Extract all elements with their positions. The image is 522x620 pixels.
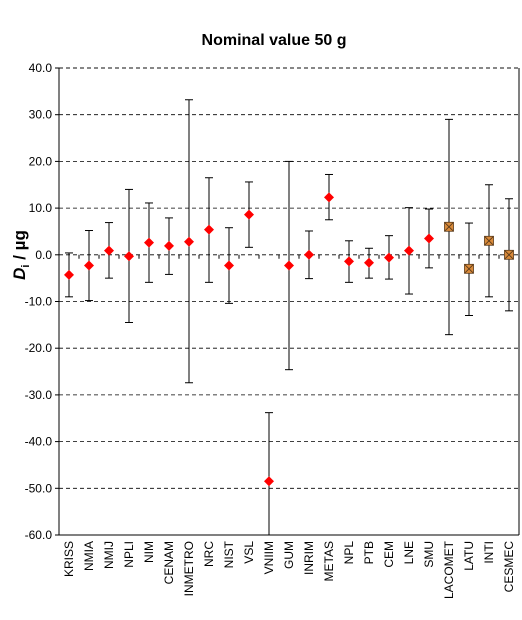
marker-cross xyxy=(504,249,514,260)
data-point xyxy=(104,245,114,256)
category-label: GUM xyxy=(282,541,296,569)
category-label: LACOMET xyxy=(442,540,456,599)
data-point xyxy=(284,260,294,271)
data-point xyxy=(144,237,154,248)
category-label: VSL xyxy=(242,541,256,564)
data-point xyxy=(124,251,134,262)
chart-title: Nominal value 50 g xyxy=(202,32,347,49)
y-tick-label: 10.0 xyxy=(29,201,53,215)
data-point xyxy=(364,257,374,268)
data-point xyxy=(444,221,454,232)
category-label: NMIA xyxy=(82,541,96,571)
category-label: NPL xyxy=(342,541,356,565)
category-label: KRISS xyxy=(62,541,76,577)
category-label: NRC xyxy=(202,541,216,567)
category-label: NIM xyxy=(142,541,156,563)
y-axis-label-unit: / µg xyxy=(10,230,29,264)
y-tick-label: -40.0 xyxy=(25,435,53,449)
data-point xyxy=(304,249,314,260)
y-axis-label-sub: i xyxy=(20,265,32,268)
category-label: LNE xyxy=(402,541,416,564)
y-tick-label: -30.0 xyxy=(25,388,53,402)
data-point xyxy=(84,260,94,271)
y-tick-label: 20.0 xyxy=(29,154,53,168)
y-tick-label: -20.0 xyxy=(25,341,53,355)
data-point xyxy=(404,245,414,256)
y-tick-label: -50.0 xyxy=(25,481,53,495)
data-point xyxy=(324,192,334,203)
x-tick-labels: KRISS NMIA NMIJ NPLI NIM CENAM INMETRO NRC NIST V… xyxy=(62,540,516,599)
data-point xyxy=(204,224,214,235)
category-label: CENAM xyxy=(162,541,176,584)
category-label: SMU xyxy=(422,541,436,568)
category-label: INTI xyxy=(482,541,496,564)
data-point xyxy=(164,240,174,251)
data-point xyxy=(244,209,254,220)
category-label: VNIIM xyxy=(262,541,276,574)
category-label: NMIJ xyxy=(102,541,116,569)
category-label: NIST xyxy=(222,540,236,568)
data-markers xyxy=(64,192,514,487)
category-label: CEM xyxy=(382,541,396,568)
data-point xyxy=(464,263,474,274)
marker-cross xyxy=(464,263,474,274)
category-label: NPLI xyxy=(122,541,136,568)
marker-cross xyxy=(484,235,494,246)
data-point xyxy=(64,269,74,280)
category-label: CESMEC xyxy=(502,541,516,593)
data-point xyxy=(504,249,514,260)
data-point xyxy=(344,256,354,267)
marker-cross xyxy=(444,221,454,232)
category-label: INRIM xyxy=(302,541,316,575)
category-label: LATU xyxy=(462,541,476,571)
axes xyxy=(55,67,520,536)
y-tick-label: -60.0 xyxy=(25,528,53,542)
category-label: METAS xyxy=(322,541,336,581)
y-tick-label: 0.0 xyxy=(35,248,52,262)
y-tick-label: 40.0 xyxy=(29,61,53,75)
category-label: PTB xyxy=(362,541,376,564)
y-axis-label-main: D xyxy=(10,268,29,280)
y-tick-label: -10.0 xyxy=(25,295,53,309)
y-tick-label: 30.0 xyxy=(29,108,53,122)
data-point xyxy=(484,235,494,246)
category-label: INMETRO xyxy=(182,541,196,596)
data-point xyxy=(264,476,274,487)
data-point xyxy=(384,252,394,263)
y-tick-labels: 40.0 30.0 20.0 10.0 0.0 -10.0 -20.0 -30.0 -40.0 -… xyxy=(25,61,53,542)
data-point xyxy=(224,260,234,271)
data-point xyxy=(424,233,434,244)
data-point xyxy=(184,236,194,247)
y-axis-label: Di / µg xyxy=(10,230,32,280)
error-bars xyxy=(65,99,513,535)
